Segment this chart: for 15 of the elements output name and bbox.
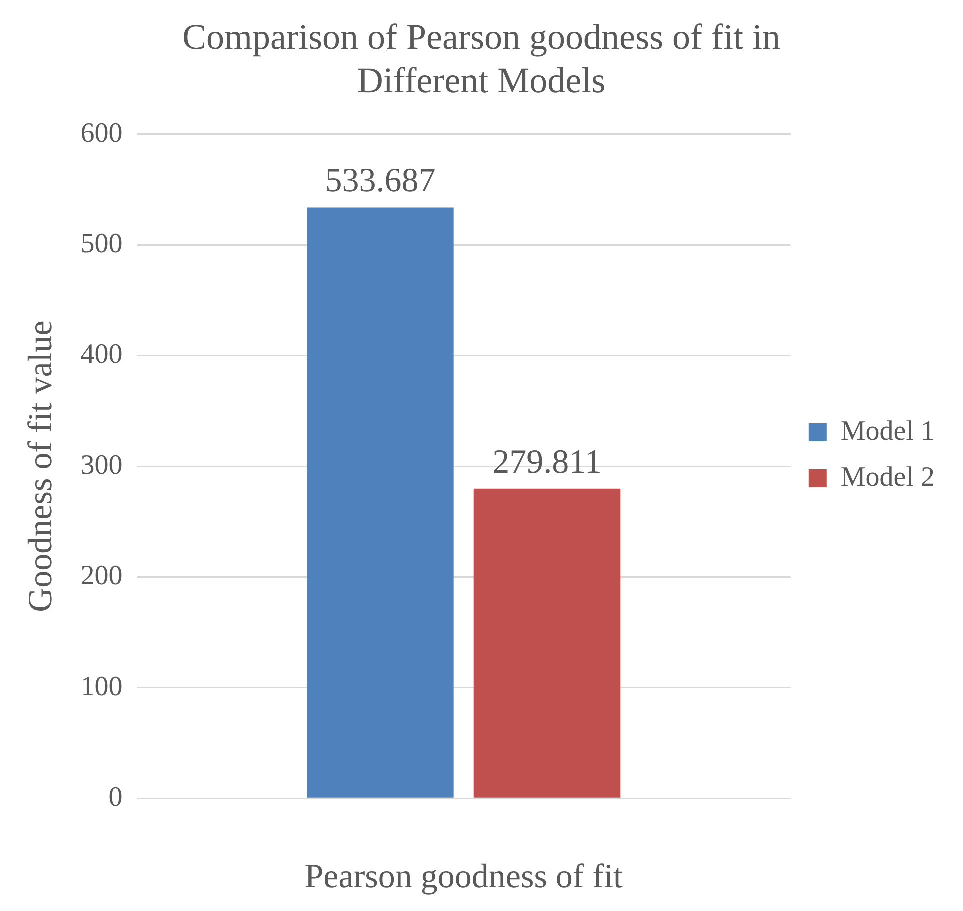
y-tick-label: 400 [80,339,123,370]
legend-label: Model 1 [840,416,936,447]
data-label: 279.811 [492,444,602,481]
y-tick-label: 600 [80,118,123,149]
y-tick-label: 300 [80,450,123,481]
text: Different Models [357,60,606,100]
y-tick-label: 0 [108,782,123,813]
y-tick-label: 100 [80,671,123,702]
text: Comparison of Pearson goodness of fit in [182,17,780,58]
y-tick-label: 500 [80,228,123,260]
legend-label: Model 2 [840,462,936,493]
y-axis-title: Goodness of fit value [22,320,60,612]
y-tick-label: 200 [80,560,123,592]
data-label: 533.687 [325,162,436,200]
x-axis-title: Pearson goodness of fit [304,858,624,896]
